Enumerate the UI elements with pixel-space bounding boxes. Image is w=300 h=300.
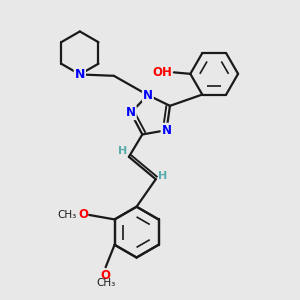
Text: N: N (75, 68, 85, 81)
Text: O: O (78, 208, 88, 221)
Text: N: N (143, 88, 153, 102)
Text: CH₃: CH₃ (96, 278, 115, 288)
Text: N: N (126, 106, 136, 119)
Text: OH: OH (152, 66, 172, 79)
Text: H: H (118, 146, 127, 157)
Text: H: H (158, 171, 167, 181)
Text: CH₃: CH₃ (57, 210, 77, 220)
Text: N: N (161, 124, 172, 137)
Text: O: O (100, 269, 111, 282)
